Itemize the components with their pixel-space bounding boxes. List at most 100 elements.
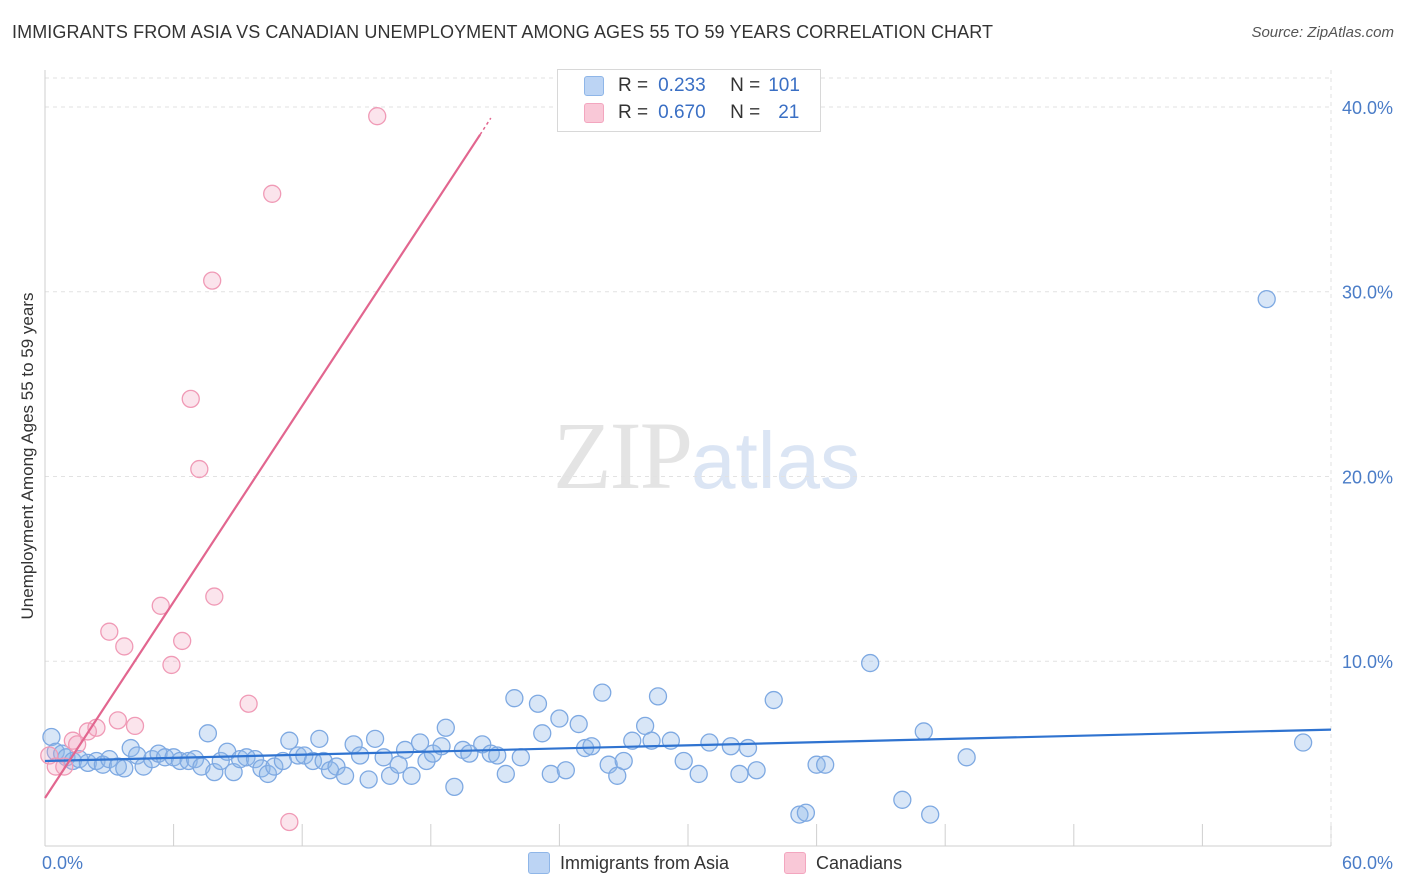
point-asia-35: [280, 731, 299, 750]
watermark-zip: ZIP: [553, 402, 693, 509]
point-asia-43: [335, 766, 355, 785]
legend-r-value-asia: 0.233: [658, 75, 706, 96]
bottom-legend-swatch-canadians: [784, 852, 806, 874]
y-tick-label-20: 20.0%: [1342, 467, 1393, 487]
point-asia-98: [914, 722, 933, 741]
point-canadians-8: [108, 711, 128, 730]
point-canadians-15: [190, 459, 209, 479]
point-canadians-7: [100, 622, 119, 641]
point-asia-52: [402, 766, 421, 785]
point-asia-67: [528, 694, 548, 713]
point-asia-90: [747, 761, 766, 780]
point-asia-96: [861, 653, 880, 673]
point-canadians-11: [151, 596, 170, 615]
trend-line-asia: [44, 728, 1332, 763]
point-asia-78: [614, 751, 633, 771]
point-asia-28: [230, 750, 250, 769]
point-asia-89: [738, 738, 758, 758]
point-asia-74: [582, 737, 601, 756]
point-canadians-19: [263, 184, 282, 203]
point-asia-70: [550, 709, 569, 728]
legend-r-label: R =: [618, 75, 649, 96]
point-canadians-17: [205, 587, 224, 606]
point-asia-46: [359, 770, 378, 789]
point-asia-58: [445, 777, 464, 797]
point-asia-88: [730, 764, 749, 784]
point-asia-102: [1293, 733, 1313, 752]
point-canadians-18: [239, 694, 258, 713]
point-canadians-10: [125, 716, 145, 736]
point-asia-101: [1257, 289, 1276, 309]
bottom-legend-swatch-asia: [528, 852, 550, 874]
legend-n-label: N =: [730, 75, 761, 96]
point-asia-47: [365, 729, 385, 748]
point-asia-93: [796, 803, 816, 822]
point-asia-39: [310, 729, 329, 748]
bottom-legend-label-asia: Immigrants from Asia: [560, 852, 730, 873]
point-asia-72: [569, 714, 588, 734]
trend-line-canadians: [44, 134, 482, 799]
trend-line-canadians-extension: [479, 117, 492, 136]
point-asia-45: [350, 746, 370, 765]
legend-row-asia: R = 0.233 N = 101: [584, 74, 800, 98]
x-tick-label-min: 0.0%: [42, 853, 83, 873]
point-asia-92: [790, 805, 809, 824]
y-tick-label-40: 40.0%: [1342, 98, 1393, 118]
point-asia-86: [700, 733, 719, 752]
point-asia-11: [115, 759, 134, 778]
point-asia-66: [511, 748, 530, 767]
point-asia-48: [374, 748, 393, 767]
point-asia-64: [496, 764, 515, 784]
point-asia-84: [674, 751, 693, 771]
point-asia-0: [42, 727, 61, 747]
point-canadians-14: [181, 389, 200, 409]
point-asia-75: [593, 683, 612, 702]
watermark-atlas: atlas: [691, 416, 860, 505]
point-asia-60: [460, 744, 479, 763]
point-asia-51: [395, 740, 415, 760]
bottom-legend-label-canadians: Canadians: [816, 852, 903, 873]
legend-r-value-canadians: 0.670: [658, 102, 706, 123]
bottom-legend-asia: Immigrants from Asia: [528, 852, 729, 874]
legend-swatch-asia: [584, 76, 604, 96]
legend-row-canadians: R = 0.670 N = 21: [584, 101, 799, 125]
point-asia-57: [436, 718, 455, 737]
point-canadians-13: [173, 631, 192, 651]
y-tick-label-10: 10.0%: [1342, 652, 1393, 672]
point-asia-81: [642, 731, 661, 750]
point-asia-100: [957, 748, 976, 767]
point-asia-65: [505, 689, 524, 708]
point-asia-87: [721, 737, 741, 756]
point-canadians-20: [280, 812, 299, 832]
legend-n-label: N =: [730, 102, 761, 123]
point-asia-82: [648, 687, 668, 706]
point-asia-71: [556, 761, 575, 780]
watermark: ZIPatlas: [553, 400, 860, 511]
point-asia-21: [185, 750, 205, 769]
point-asia-23: [198, 724, 218, 743]
legend-swatch-canadians: [584, 103, 604, 123]
point-asia-12: [121, 738, 140, 758]
point-canadians-9: [115, 637, 134, 656]
point-canadians-21: [368, 107, 387, 126]
point-asia-85: [689, 764, 708, 784]
point-canadians-4: [68, 735, 87, 754]
y-tick-label-30: 30.0%: [1342, 283, 1393, 303]
legend-n-value-asia: 101: [768, 75, 800, 96]
legend: R = 0.233 N = 101 R = 0.670 N = 21: [557, 69, 821, 132]
point-asia-68: [533, 724, 552, 743]
legend-n-value-canadians: 21: [778, 102, 800, 123]
point-asia-99: [921, 805, 940, 824]
x-tick-label-max: 60.0%: [1342, 853, 1393, 873]
point-asia-32: [258, 764, 278, 784]
point-asia-97: [893, 790, 912, 809]
point-asia-63: [488, 746, 507, 765]
point-asia-69: [541, 764, 560, 784]
point-asia-10: [108, 757, 128, 776]
point-asia-95: [816, 755, 835, 774]
point-canadians-12: [162, 655, 181, 675]
point-asia-38: [303, 751, 323, 771]
legend-r-label: R =: [618, 102, 649, 123]
chart-title: IMMIGRANTS FROM ASIA VS CANADIAN UNEMPLO…: [12, 22, 994, 42]
